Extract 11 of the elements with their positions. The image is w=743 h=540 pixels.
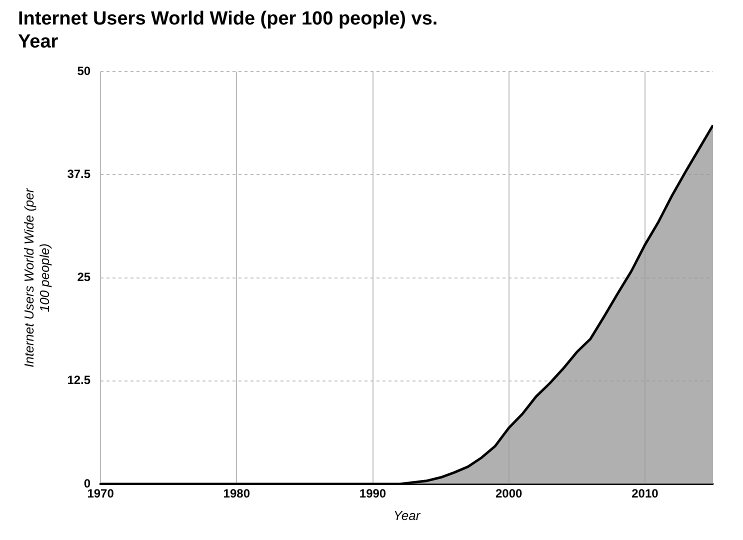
x-axis-title: Year: [393, 508, 421, 523]
x-tick-label: 2000: [496, 486, 523, 501]
y-tick-label: 12.5: [67, 373, 91, 388]
y-axis-title: Internet Users World Wide (per 100 people): [21, 188, 52, 368]
x-tick-label: 1990: [359, 486, 386, 501]
y-tick-label: 25: [77, 270, 91, 284]
y-tick-label: 37.5: [67, 167, 91, 182]
y-tick-label: 50: [77, 64, 91, 78]
x-tick-label: 2010: [632, 486, 659, 501]
chart-title: Internet Users World Wide (per 100 people) vs. Year: [18, 8, 438, 52]
x-tick-label: 1980: [223, 486, 250, 501]
